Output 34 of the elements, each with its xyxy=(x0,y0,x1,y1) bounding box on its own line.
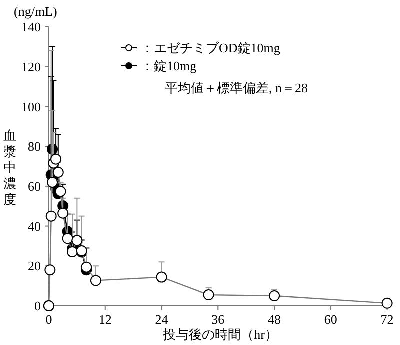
point xyxy=(90,275,102,286)
text: (ng/mL) xyxy=(14,4,58,19)
point xyxy=(46,210,57,222)
annotation: 平均値＋標準偏差, n＝28 xyxy=(165,80,308,96)
point xyxy=(58,208,69,219)
x-axis-title: 投与後の時間（hr） xyxy=(162,327,278,342)
point xyxy=(66,246,78,258)
point xyxy=(269,290,280,302)
x-tick-label: 12 xyxy=(98,312,112,327)
point xyxy=(44,264,56,276)
x-tick-label: 36 xyxy=(212,312,226,327)
x-tick-label: 72 xyxy=(380,312,394,327)
x-tick-label: 24 xyxy=(155,312,169,327)
y-tick-label: 100 xyxy=(22,99,41,114)
y-tick-label: 120 xyxy=(22,59,41,74)
y-tick-label: 60 xyxy=(28,178,41,194)
y-tick-label: 0 xyxy=(34,298,41,314)
x-tick-label: 0 xyxy=(46,312,52,327)
legend-label: ：錠10mg xyxy=(141,58,198,74)
point xyxy=(382,298,393,309)
legend-label: ：エゼチミブOD錠10mg xyxy=(141,40,281,56)
point xyxy=(156,272,168,283)
y-tick-label: 80 xyxy=(28,139,41,154)
x-tick-label: 60 xyxy=(324,312,338,327)
y-tick-label: 40 xyxy=(28,218,41,234)
y-tick-label: 140 xyxy=(22,20,41,35)
y-axis-title: 血漿中濃度 xyxy=(4,128,16,207)
point xyxy=(47,176,58,188)
point xyxy=(203,290,214,301)
point xyxy=(62,233,74,244)
x-tick-label: 48 xyxy=(268,312,282,327)
y-tick-label: 20 xyxy=(28,258,41,274)
point xyxy=(52,166,64,178)
point xyxy=(81,262,92,273)
